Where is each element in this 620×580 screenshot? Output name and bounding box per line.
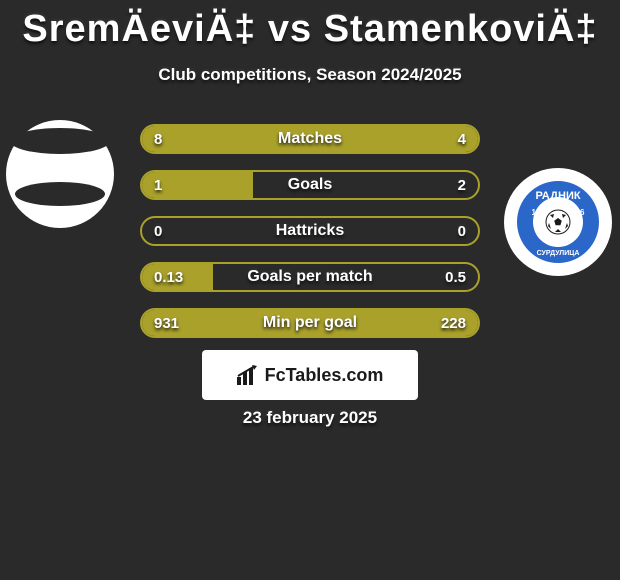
stat-value-left: 1 — [142, 177, 206, 194]
footer-brand-text: FcTables.com — [265, 365, 384, 386]
stat-row: 0.13Goals per match0.5 — [140, 262, 480, 292]
fctables-logo[interactable]: FcTables.com — [202, 350, 418, 400]
stat-value-right: 228 — [414, 315, 478, 332]
bars-icon — [237, 365, 259, 385]
stat-value-right: 0 — [414, 223, 478, 240]
stat-row: 8Matches4 — [140, 124, 480, 154]
player-right-badge: РАДНИК СУРДУЛИЦА 19 26 — [504, 168, 612, 276]
stat-label: Min per goal — [206, 314, 414, 332]
stat-value-left: 0.13 — [142, 269, 206, 286]
radnik-crest-icon: РАДНИК СУРДУЛИЦА 19 26 — [515, 179, 601, 265]
stat-row: 0Hattricks0 — [140, 216, 480, 246]
stats-table: 8Matches4 1Goals2 0Hattricks0 0.13Goals per… — [140, 124, 480, 354]
stat-label: Matches — [206, 130, 414, 148]
stat-value-right: 0.5 — [414, 269, 478, 286]
stat-label: Goals — [206, 176, 414, 194]
stat-value-left: 0 — [142, 223, 206, 240]
svg-text:РАДНИК: РАДНИК — [535, 190, 580, 202]
page-title: SremÄeviÄ‡ vs StamenkoviÄ‡ — [0, 0, 620, 51]
page-subtitle: Club competitions, Season 2024/2025 — [0, 65, 620, 85]
stat-label: Goals per match — [206, 268, 414, 286]
ellipse-icon — [15, 182, 105, 206]
player-left-badge — [6, 120, 114, 228]
stat-row: 931Min per goal228 — [140, 308, 480, 338]
svg-text:26: 26 — [576, 208, 585, 217]
svg-text:19: 19 — [532, 208, 541, 217]
stat-value-right: 4 — [414, 131, 478, 148]
stat-row: 1Goals2 — [140, 170, 480, 200]
stat-label: Hattricks — [206, 222, 414, 240]
footer-date: 23 february 2025 — [0, 408, 620, 428]
stat-value-left: 931 — [142, 315, 206, 332]
stat-value-right: 2 — [414, 177, 478, 194]
stat-value-left: 8 — [142, 131, 206, 148]
ellipse-icon — [10, 128, 110, 154]
svg-text:СУРДУЛИЦА: СУРДУЛИЦА — [537, 250, 580, 257]
